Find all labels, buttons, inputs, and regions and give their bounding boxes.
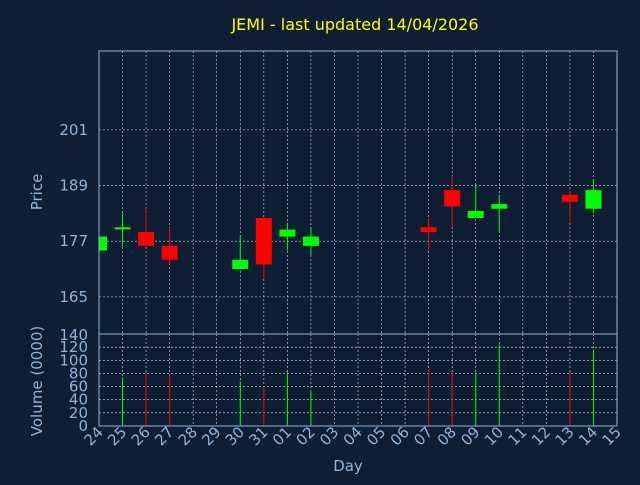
x-tick-label: 08 (434, 423, 460, 449)
x-tick-label: 01 (269, 423, 295, 449)
volume-top-label: 140 (59, 326, 88, 344)
axis-ticks: 2425262728293031010203040506070809101112… (59, 121, 624, 449)
x-tick-label: 13 (552, 423, 578, 449)
volume-tick-label: 80 (69, 364, 88, 382)
x-tick-label: 02 (293, 423, 319, 449)
x-tick-label: 31 (245, 423, 271, 449)
price-tick-label: 177 (59, 232, 88, 250)
candle-body (232, 259, 249, 270)
price-tick-label: 201 (59, 121, 88, 139)
x-axis-label: Day (333, 457, 363, 475)
x-tick-label: 05 (363, 423, 389, 449)
candle-body (302, 236, 319, 246)
x-tick-label: 10 (481, 423, 507, 449)
volume-tick-label: 60 (69, 378, 88, 396)
volume-tick-label: 20 (69, 404, 88, 422)
candle-body (255, 218, 272, 265)
candle-body (420, 227, 437, 232)
x-tick-label: 26 (128, 423, 154, 449)
volume-grid (99, 334, 617, 427)
x-tick-label: 30 (222, 423, 248, 449)
x-tick-label: 15 (599, 423, 625, 449)
x-tick-label: 28 (175, 423, 201, 449)
candle-body (561, 194, 578, 202)
candle-body (585, 190, 602, 209)
candle-body (114, 227, 131, 230)
chart-title: JEMI - last updated 14/04/2026 (230, 15, 478, 34)
candle-body (444, 190, 461, 207)
candle-body (491, 204, 508, 209)
price-tick-label: 189 (59, 177, 88, 195)
volume-tick-label: 40 (69, 391, 88, 409)
x-tick-label: 25 (104, 423, 130, 449)
price-grid (99, 51, 617, 334)
volume-tick-label: 120 (59, 338, 88, 356)
volume-tick-label: 0 (78, 417, 88, 435)
x-tick-label: 27 (151, 423, 177, 449)
candle-body (279, 229, 296, 237)
price-axis-label: Price (28, 174, 46, 211)
volume-bars (122, 344, 594, 426)
x-tick-label: 11 (504, 423, 530, 449)
x-tick-label: 06 (387, 423, 413, 449)
candle-body (161, 245, 178, 260)
x-tick-label: 07 (410, 423, 436, 449)
volume-tick-label: 100 (59, 351, 88, 369)
x-tick-label: 04 (340, 423, 366, 449)
price-tick-label: 165 (59, 288, 88, 306)
candle-body (467, 211, 484, 219)
volume-panel-frame (98, 333, 618, 427)
x-tick-label: 14 (575, 423, 601, 449)
x-tick-label: 29 (198, 423, 224, 449)
x-tick-label: 09 (457, 423, 483, 449)
x-tick-label: 03 (316, 423, 342, 449)
x-tick-label: 12 (528, 423, 554, 449)
candle-body (138, 231, 155, 246)
candle-body (99, 236, 107, 251)
volume-axis-label: Volume (0000) (28, 326, 46, 436)
candles (98, 176, 602, 279)
